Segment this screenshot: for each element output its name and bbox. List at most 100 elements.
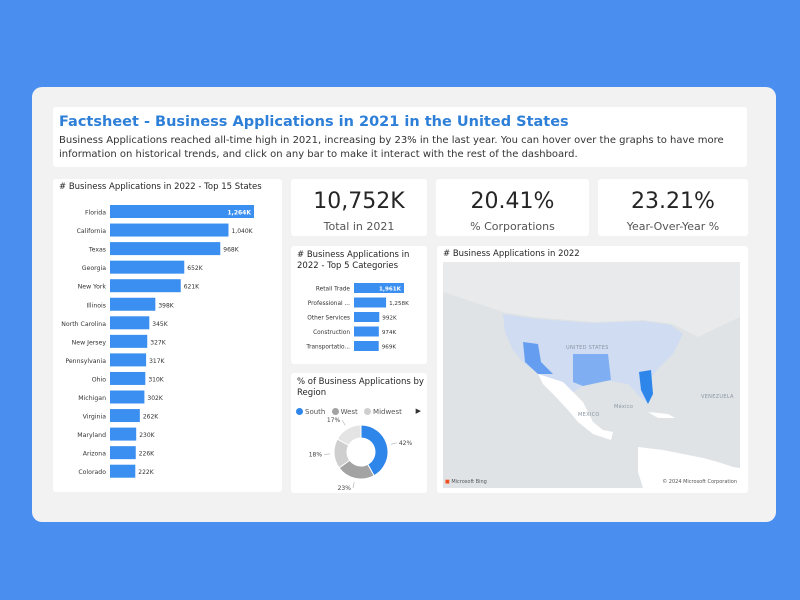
top-categories-chart[interactable]: Retail Trade 1,961K Professional ... 1,258K… xyxy=(291,246,427,364)
state-value-label: 317K xyxy=(149,358,165,365)
cuba-land xyxy=(648,412,675,418)
legend-item-south[interactable]: South xyxy=(296,408,325,416)
kpi-corporations-card: 20.41% % Corporations xyxy=(436,179,589,236)
state-bar[interactable] xyxy=(110,446,136,460)
state-label: North Carolina xyxy=(61,321,106,328)
region-title: % of Business Applications by Region xyxy=(297,377,424,398)
state-bar[interactable] xyxy=(110,223,229,237)
state-value-label: 652K xyxy=(187,265,203,272)
slice-leader-line xyxy=(341,420,346,426)
legend-item-midwest[interactable]: Midwest xyxy=(364,408,402,416)
state-bar[interactable] xyxy=(110,316,150,330)
kpi-corporations-value: 20.41% xyxy=(470,189,555,214)
map-title: # Business Applications in 2022 xyxy=(443,249,580,259)
state-value-label: 1,040K xyxy=(231,228,253,235)
mexico-land xyxy=(538,374,613,440)
category-value-label: 992K xyxy=(382,316,397,322)
state-value-label: 262K xyxy=(143,414,159,421)
legend-midwest-dot xyxy=(364,408,372,415)
slice-percent-label: 23% xyxy=(338,485,352,492)
slice-leader-line xyxy=(352,482,355,489)
state-value-label: 1,264K xyxy=(227,210,251,217)
kpi-yoy-card: 23.21% Year-Over-Year % xyxy=(598,179,748,236)
kpi-yoy-value: 23.21% xyxy=(631,189,715,214)
state-label: Virginia xyxy=(83,414,107,421)
state-label: Michigan xyxy=(78,395,106,402)
state-bar[interactable] xyxy=(110,242,221,256)
dashboard-frame: Factsheet - Business Applications in 202… xyxy=(32,87,776,522)
state-bar[interactable] xyxy=(110,297,156,311)
state-bar[interactable] xyxy=(110,260,185,274)
region-slice[interactable] xyxy=(360,424,389,477)
state-bar[interactable] xyxy=(110,371,146,385)
state-label: Georgia xyxy=(82,265,106,272)
category-label: Construction xyxy=(313,330,350,336)
slice-leader-line xyxy=(390,442,397,445)
state-label: Maryland xyxy=(77,432,106,439)
kpi-total-card: 10,752K Total in 2021 xyxy=(291,179,427,236)
category-bar[interactable] xyxy=(354,341,379,351)
map-label-us: UNITED STATES xyxy=(566,345,609,351)
map-label-mexico: MEXICO xyxy=(578,412,600,418)
top-states-card[interactable]: # Business Applications in 2022 - Top 15… xyxy=(53,179,282,492)
category-bar[interactable] xyxy=(354,312,380,322)
state-bar[interactable] xyxy=(110,464,136,478)
state-label: Florida xyxy=(85,210,106,217)
state-value-label: 327K xyxy=(150,339,166,346)
state-label: Illinois xyxy=(86,302,106,309)
region-slice[interactable] xyxy=(336,424,362,446)
state-bar[interactable] xyxy=(110,279,181,293)
canada-land xyxy=(443,262,740,337)
category-value-label: 974K xyxy=(382,330,397,336)
us-map[interactable]: UNITED STATES MEXICO México VENEZUELA ■ … xyxy=(443,262,740,488)
state-label: Pennsylvania xyxy=(65,358,106,365)
state-value-label: 226K xyxy=(139,451,155,458)
state-value-label: 222K xyxy=(138,469,154,476)
category-bar[interactable] xyxy=(354,283,404,293)
category-label: Professional ... xyxy=(308,301,350,307)
top-states-chart[interactable]: Florida 1,264K California 1,040K Texas 968K Ge… xyxy=(53,179,282,492)
state-bar[interactable] xyxy=(110,334,148,348)
state-value-label: 230K xyxy=(139,432,155,439)
slice-percent-label: 42% xyxy=(399,440,413,447)
legend-south-dot xyxy=(296,408,303,415)
kpi-total-value: 10,752K xyxy=(313,189,405,214)
category-bar[interactable] xyxy=(354,297,387,308)
slice-percent-label: 17% xyxy=(327,417,341,424)
state-value-label: 302K xyxy=(147,395,163,402)
map-label-mexico-city: México xyxy=(614,404,634,410)
region-donut-chart[interactable]: 42% 23% 18% 17% xyxy=(291,373,427,493)
category-label: Transportatio... xyxy=(305,345,350,351)
florida-region xyxy=(639,370,653,404)
state-value-label: 398K xyxy=(158,302,174,309)
kpi-corporations-label: % Corporations xyxy=(470,220,555,233)
top-categories-card[interactable]: # Business Applications in 2022 - Top 5 … xyxy=(291,246,427,364)
kpi-yoy-label: Year-Over-Year % xyxy=(626,220,720,233)
slice-percent-label: 18% xyxy=(309,451,323,458)
map-card[interactable]: # Business Applications in 2022 UNITED S… xyxy=(437,246,748,493)
california-region xyxy=(523,342,553,374)
state-bar[interactable] xyxy=(110,353,147,367)
map-shapes xyxy=(443,262,740,488)
state-bar[interactable] xyxy=(110,409,140,423)
texas-region xyxy=(573,354,611,386)
state-bar[interactable] xyxy=(110,205,254,218)
category-bar[interactable] xyxy=(354,326,379,337)
legend-item-west[interactable]: West xyxy=(331,408,358,416)
map-copyright: © 2024 Microsoft Corporation xyxy=(662,479,737,485)
state-value-label: 968K xyxy=(223,247,239,254)
region-card[interactable]: % of Business Applications by Region Sou… xyxy=(291,373,427,493)
state-label: New York xyxy=(78,284,107,291)
legend-west-dot xyxy=(331,408,339,415)
state-label: Texas xyxy=(88,247,106,254)
south-america-land xyxy=(638,447,740,488)
state-label: California xyxy=(77,228,107,235)
state-label: Arizona xyxy=(83,451,106,458)
page-title: Factsheet - Business Applications in 202… xyxy=(59,114,569,130)
page-description: Business Applications reached all-time h… xyxy=(59,135,724,160)
state-value-label: 310K xyxy=(148,376,164,383)
legend-next-arrow-icon[interactable]: ▶ xyxy=(415,407,421,415)
state-bar[interactable] xyxy=(110,427,137,441)
state-bar[interactable] xyxy=(110,390,145,404)
category-label: Retail Trade xyxy=(316,287,351,293)
